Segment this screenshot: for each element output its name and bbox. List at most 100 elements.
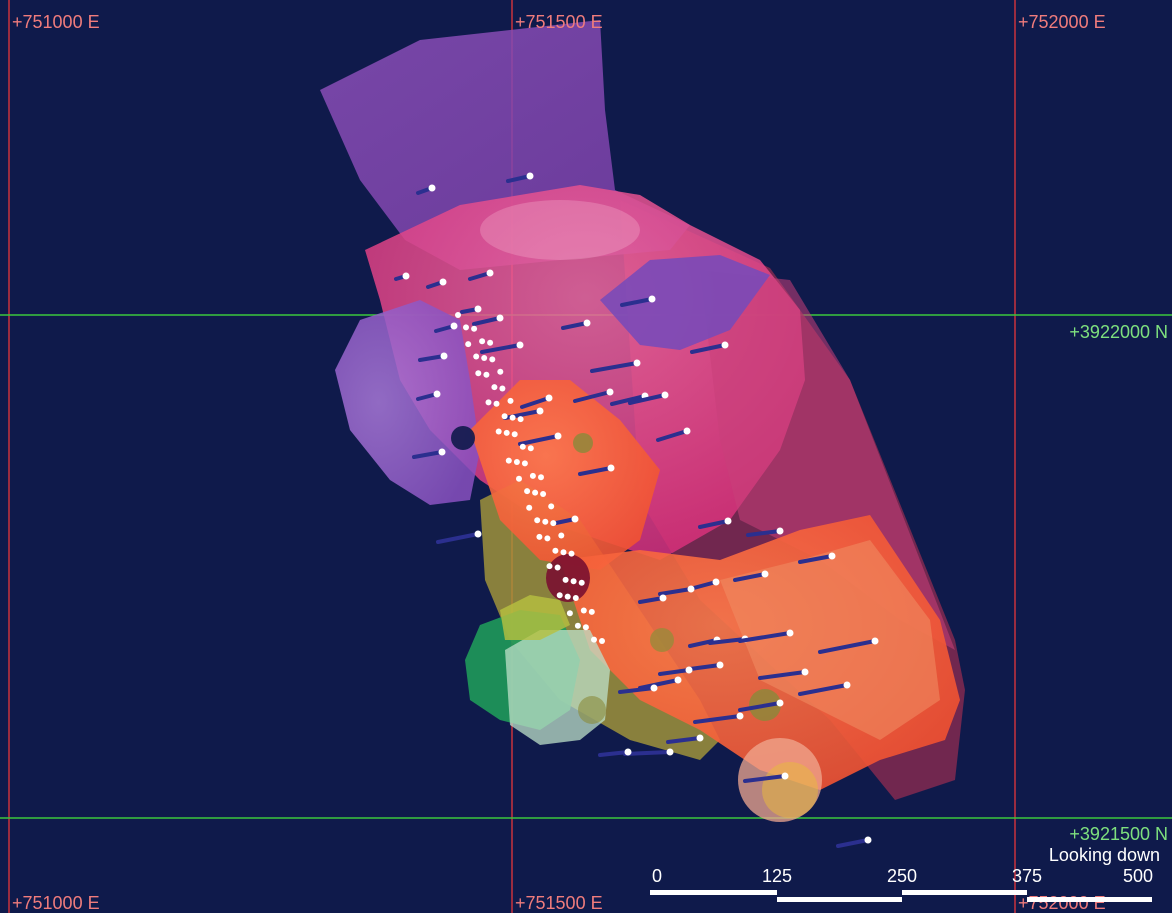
olive-inclusion	[578, 696, 606, 724]
drill-collar	[513, 459, 520, 465]
drill-collar	[526, 504, 533, 511]
drill-collar	[509, 414, 516, 421]
drill-trace	[658, 587, 693, 596]
salmon-solid	[720, 540, 940, 740]
drill-collar	[871, 637, 879, 645]
scale-tick-label: 250	[886, 866, 918, 886]
drill-collar	[507, 397, 514, 404]
drill-trace	[688, 663, 722, 671]
drill-collar	[544, 535, 551, 542]
drill-collar	[471, 325, 478, 332]
drill-collar	[574, 622, 581, 629]
drill-trace	[590, 361, 639, 373]
scale-bar-segment	[777, 897, 902, 902]
drill-collar	[473, 353, 480, 360]
easting-label-bottom: +751500 E	[515, 893, 603, 913]
yellow-green-solid	[500, 595, 570, 640]
purple-solid-east	[600, 255, 770, 350]
dark-inclusion	[451, 426, 475, 450]
drill-collar	[534, 517, 541, 524]
drill-trace	[688, 580, 718, 591]
drill-trace	[743, 774, 787, 783]
drill-collar	[433, 390, 441, 398]
drill-collar	[517, 416, 524, 423]
drill-collar	[474, 305, 482, 313]
drill-collar	[712, 578, 720, 586]
drill-collar	[761, 570, 769, 578]
drill-collar	[503, 429, 510, 436]
drill-collar	[864, 836, 872, 844]
drill-collar	[497, 368, 504, 375]
drill-collar	[521, 460, 528, 467]
drill-collar	[545, 394, 553, 402]
drill-collar	[542, 518, 549, 525]
drill-collar	[550, 520, 557, 527]
drill-collar	[438, 448, 446, 456]
easting-label-top: +752000 E	[1018, 12, 1106, 32]
drill-trace	[693, 714, 742, 724]
drill-holes	[394, 172, 879, 848]
drill-collar	[560, 549, 567, 556]
drill-trace	[638, 596, 665, 604]
drill-collar	[572, 595, 579, 601]
drill-collar	[685, 666, 693, 674]
drill-collar	[505, 457, 512, 464]
drill-collar	[487, 339, 494, 346]
drill-collar	[843, 681, 851, 689]
drill-collar	[538, 474, 544, 481]
drill-collar	[493, 400, 500, 407]
drill-collar	[455, 312, 461, 318]
drill-collar	[495, 428, 502, 435]
orange-solid-central	[470, 380, 660, 570]
scale-tick-label: 500	[1122, 866, 1154, 886]
scale-bar-segment	[902, 890, 1027, 895]
drill-trace	[610, 394, 647, 406]
drill-trace	[418, 354, 446, 362]
drill-collar	[440, 352, 448, 360]
drill-collar	[439, 278, 447, 286]
drill-trace	[746, 529, 782, 537]
drill-trace	[666, 736, 702, 744]
drill-collar	[666, 748, 674, 756]
scale-bar-segment	[650, 890, 777, 895]
drill-collar	[583, 319, 591, 327]
easting-label-top: +751500 E	[515, 12, 603, 32]
drill-collar	[659, 594, 667, 602]
drill-collar	[580, 607, 587, 614]
drill-collar	[475, 370, 482, 377]
drill-collar	[564, 593, 571, 600]
drill-collar	[554, 564, 561, 571]
drill-collar	[450, 322, 458, 330]
drill-collar	[496, 314, 504, 322]
drill-trace	[436, 532, 480, 544]
drill-collar	[721, 341, 729, 349]
drill-trace	[690, 343, 727, 354]
drill-trace	[656, 429, 689, 442]
drill-collar	[485, 399, 492, 406]
drill-trace	[578, 466, 613, 476]
drill-trace	[620, 297, 654, 307]
drill-collar	[624, 748, 632, 756]
view-direction-label: Looking down	[1048, 845, 1160, 865]
drill-collar	[532, 489, 539, 496]
drill-collar	[474, 530, 482, 538]
drill-collar	[650, 684, 658, 692]
drill-trace	[480, 343, 522, 354]
drill-collar	[558, 532, 565, 539]
drill-collar	[781, 772, 789, 780]
drill-collar	[556, 592, 563, 599]
northing-label: +3922000 N	[1069, 322, 1168, 342]
drill-collar	[776, 527, 784, 535]
drill-collar	[674, 676, 682, 684]
drill-collar	[571, 515, 579, 523]
drill-collar	[786, 629, 794, 637]
drill-collar	[540, 491, 547, 497]
drill-collar	[501, 413, 508, 420]
drill-trace	[758, 670, 807, 680]
mint-solid	[505, 630, 610, 745]
drill-collar	[526, 172, 534, 180]
pink-highlight	[480, 200, 640, 260]
lavender-solid-west	[335, 300, 480, 505]
